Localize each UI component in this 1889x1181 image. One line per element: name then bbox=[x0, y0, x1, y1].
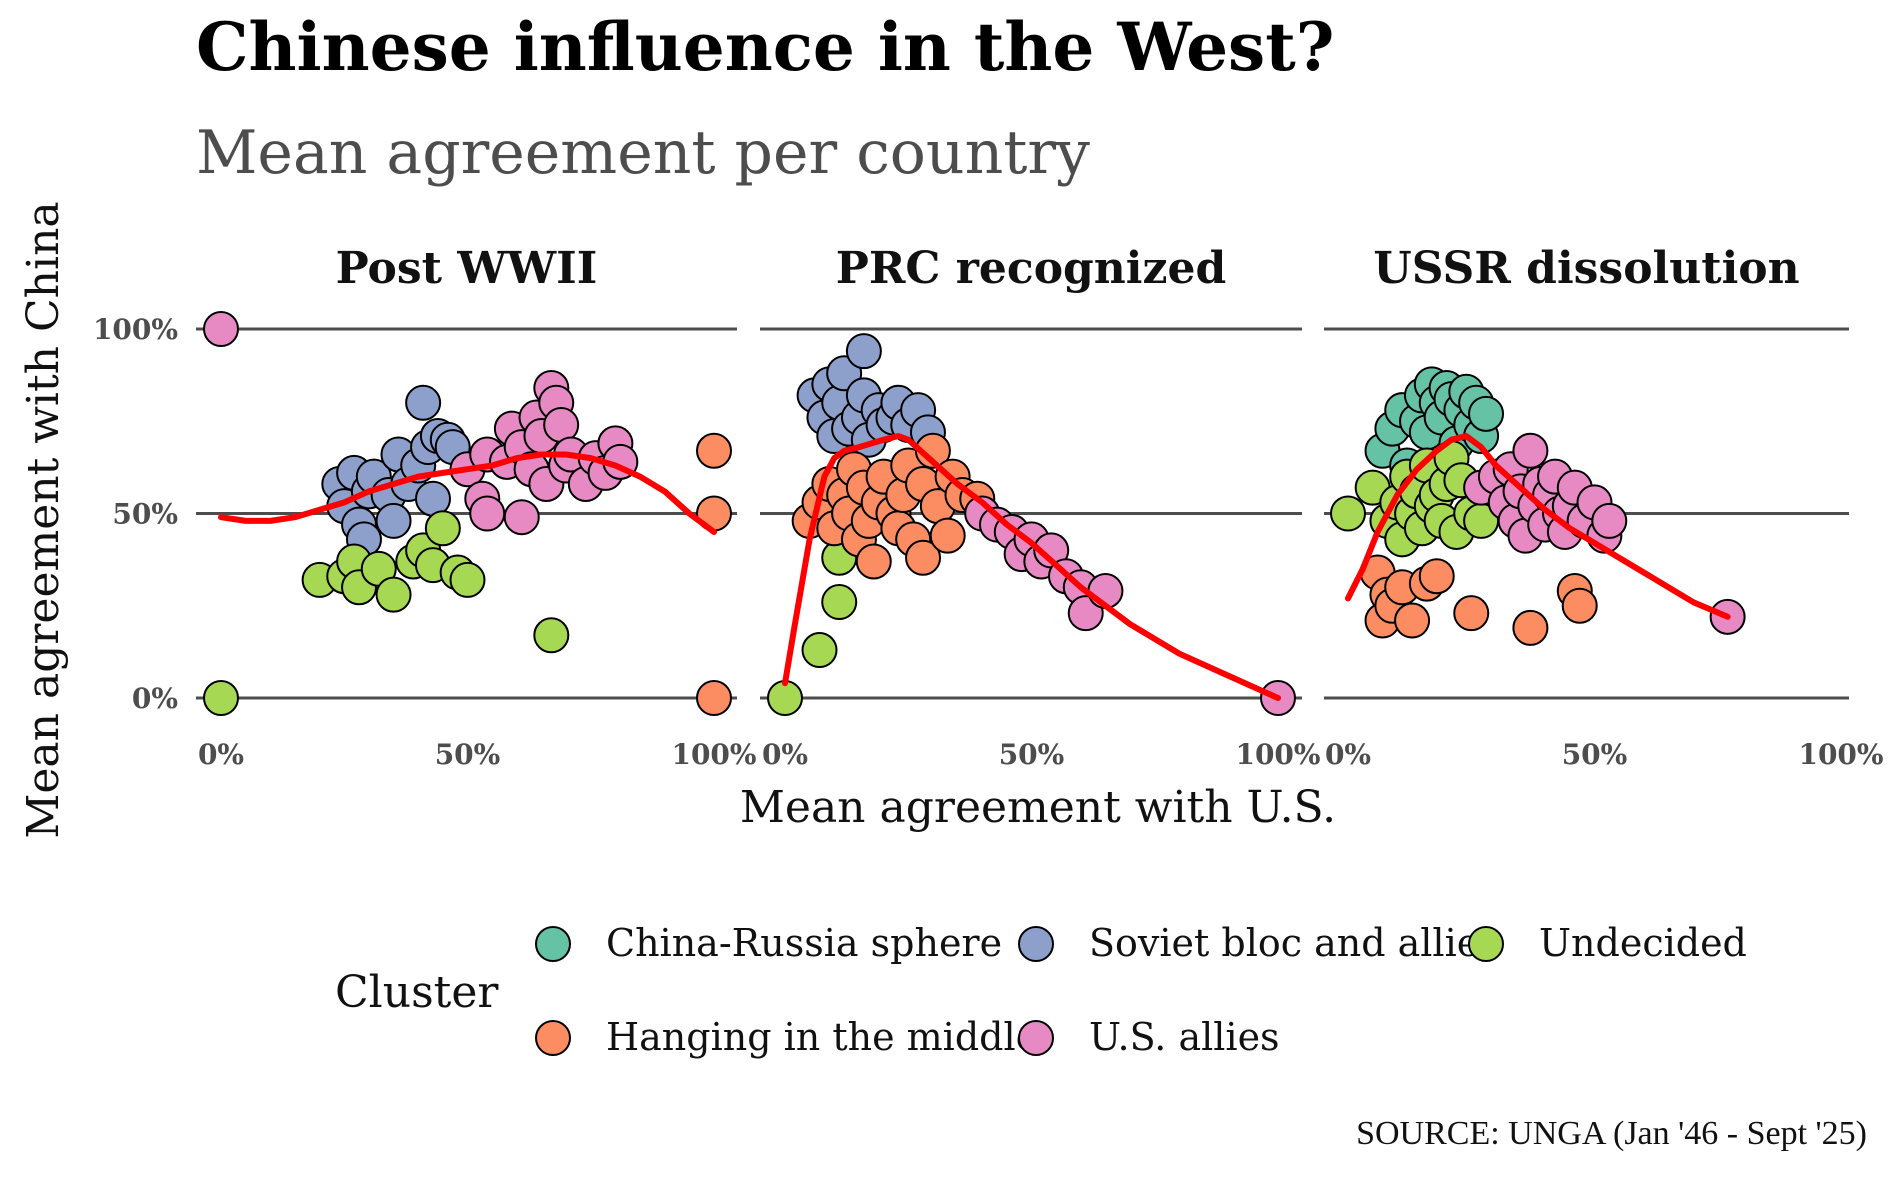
x-tick-label: 50% bbox=[435, 738, 501, 771]
data-point bbox=[696, 432, 732, 469]
data-point bbox=[533, 617, 570, 654]
data-point bbox=[905, 539, 942, 576]
legend-label: Hanging in the middle bbox=[606, 1015, 1038, 1059]
legend-label: Undecided bbox=[1539, 921, 1747, 965]
data-point bbox=[696, 680, 732, 716]
trend-line bbox=[1345, 433, 1731, 620]
facet-panel: USSR dissolution 0% 50% 100% bbox=[1324, 243, 1884, 771]
legend-key bbox=[535, 1020, 571, 1056]
legend-title: Cluster bbox=[335, 967, 499, 1018]
legend-key bbox=[1018, 926, 1054, 962]
chart-subtitle: Mean agreement per country bbox=[196, 118, 1090, 188]
data-point bbox=[449, 561, 486, 598]
facet-title: USSR dissolution bbox=[1373, 243, 1799, 294]
data-point bbox=[203, 680, 239, 716]
legend-item: U.S. allies bbox=[1018, 1015, 1280, 1059]
legend-item: Hanging in the middle bbox=[535, 1015, 1038, 1059]
y-tick-label: 50% bbox=[112, 498, 178, 531]
legend: Cluster China-Russia sphere Soviet bloc an… bbox=[335, 921, 1747, 1059]
data-point bbox=[1512, 609, 1549, 646]
legend-item: Undecided bbox=[1468, 921, 1747, 965]
y-axis-title: Mean agreement with China bbox=[18, 201, 69, 838]
y-tick-label: 100% bbox=[93, 313, 178, 346]
legend-item: China-Russia sphere bbox=[535, 921, 1002, 965]
data-point bbox=[845, 333, 882, 370]
x-tick-label: 50% bbox=[1562, 738, 1628, 771]
x-axis-title: Mean agreement with U.S. bbox=[740, 782, 1336, 833]
x-tick-label: 50% bbox=[999, 738, 1065, 771]
x-tick-label: 100% bbox=[1798, 738, 1883, 771]
data-point bbox=[424, 510, 461, 547]
y-tick-label: 0% bbox=[132, 682, 178, 715]
data-point bbox=[929, 517, 966, 554]
data-point bbox=[914, 432, 951, 469]
legend-item: Soviet bloc and allies bbox=[1018, 921, 1499, 965]
data-point bbox=[1330, 495, 1366, 532]
source-note: SOURCE: UNGA (Jan '46 - Sept '25) bbox=[1356, 1115, 1867, 1152]
data-point bbox=[1394, 602, 1431, 639]
legend-key bbox=[1018, 1020, 1054, 1056]
x-tick-label: 100% bbox=[671, 738, 756, 771]
data-point bbox=[1512, 432, 1549, 469]
data-point bbox=[855, 543, 892, 580]
facet-title: Post WWII bbox=[336, 243, 598, 294]
legend-key bbox=[535, 926, 571, 962]
x-tick-label: 0% bbox=[198, 738, 244, 771]
trend-line bbox=[218, 451, 717, 535]
facet-title: PRC recognized bbox=[836, 243, 1227, 294]
data-point bbox=[375, 502, 412, 539]
x-tick-label: 0% bbox=[762, 738, 808, 771]
legend-label: Soviet bloc and allies bbox=[1089, 921, 1499, 965]
data-point bbox=[503, 499, 540, 536]
trend-line bbox=[782, 433, 1281, 701]
x-tick-label: 100% bbox=[1235, 738, 1320, 771]
x-tick-label: 0% bbox=[1325, 738, 1371, 771]
facet-panel: Post WWII 0% 50% 100% bbox=[196, 243, 757, 771]
data-point bbox=[1591, 502, 1628, 539]
legend-key bbox=[1468, 926, 1504, 962]
data-point bbox=[1418, 558, 1455, 595]
legend-label: China-Russia sphere bbox=[606, 921, 1002, 965]
data-point bbox=[1561, 587, 1598, 624]
data-point bbox=[375, 576, 412, 613]
data-point bbox=[469, 495, 506, 532]
data-point bbox=[1453, 595, 1490, 632]
data-point bbox=[1468, 395, 1505, 432]
chart-title: Chinese influence in the West? bbox=[196, 8, 1335, 86]
data-point bbox=[821, 584, 858, 621]
data-point bbox=[801, 632, 838, 669]
data-point bbox=[405, 384, 442, 421]
legend-label: U.S. allies bbox=[1089, 1015, 1280, 1059]
facet-panel: PRC recognized 0% 50% 100% bbox=[760, 243, 1321, 771]
data-point bbox=[203, 311, 239, 347]
